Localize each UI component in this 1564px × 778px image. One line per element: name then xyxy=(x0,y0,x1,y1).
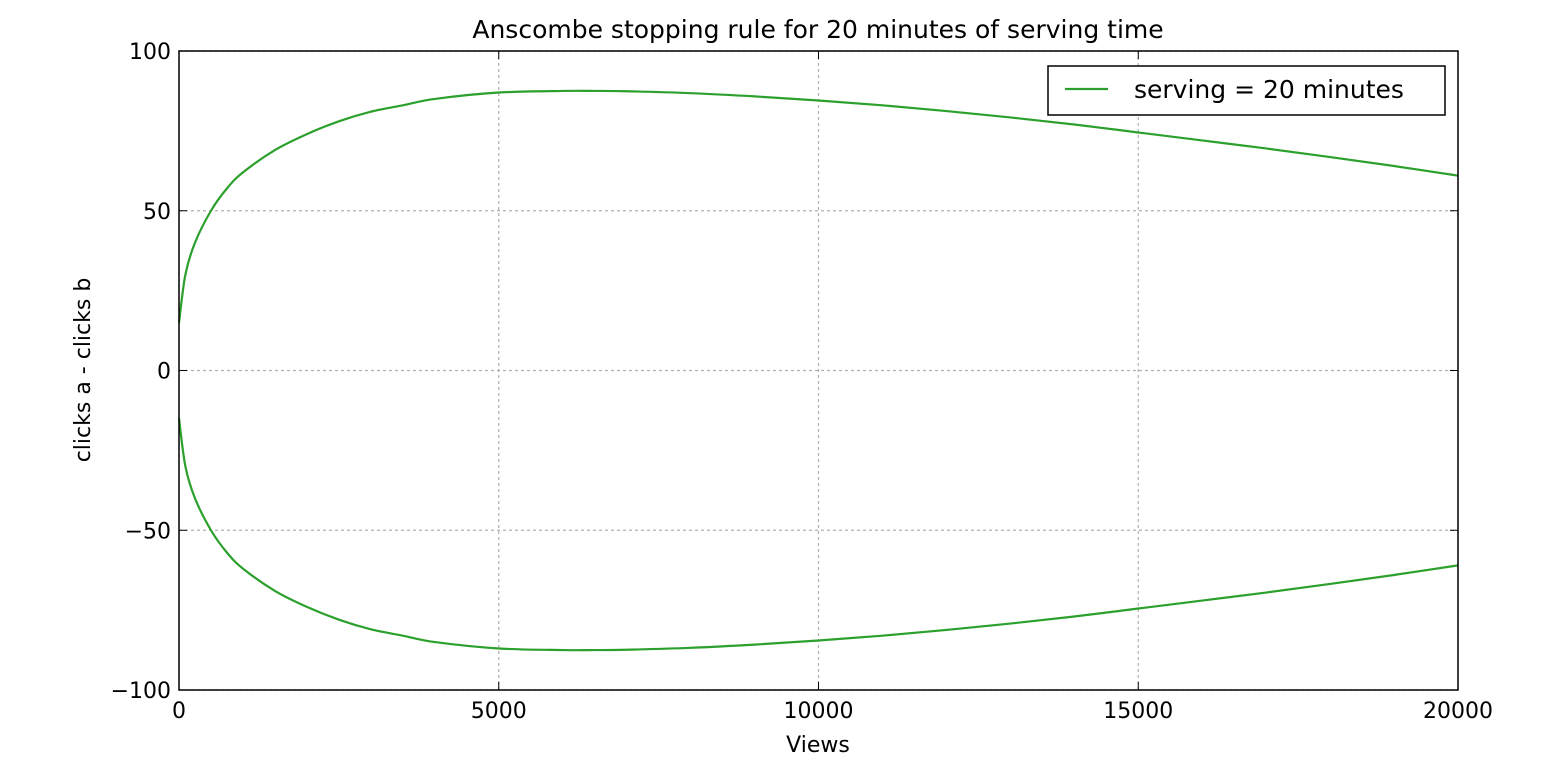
y-tick-label: −50 xyxy=(125,519,171,544)
series-line-lower xyxy=(177,418,1459,652)
y-tick-label: −100 xyxy=(111,679,171,704)
x-tick-label: 15000 xyxy=(1103,699,1173,724)
x-axis-label: Views xyxy=(786,733,850,758)
legend-entry-label: serving = 20 minutes xyxy=(1134,75,1404,104)
x-tick-label: 0 xyxy=(172,699,186,724)
series-line-upper xyxy=(177,89,1459,323)
y-tick-label: 50 xyxy=(143,200,171,225)
y-axis-label: clicks a - clicks b xyxy=(71,278,96,463)
ticks: 0 5000 10000 15000 20000 −100 −50 0 50 100 xyxy=(111,40,1493,724)
chart-title: Anscombe stopping rule for 20 minutes of… xyxy=(472,15,1163,44)
grid xyxy=(178,50,1459,691)
legend: serving = 20 minutes xyxy=(1047,65,1446,116)
y-tick-label: 100 xyxy=(129,40,171,65)
legend-box xyxy=(1047,65,1446,116)
series-layer xyxy=(177,89,1459,652)
x-tick-label: 5000 xyxy=(471,699,527,724)
x-tick-label: 20000 xyxy=(1423,699,1493,724)
y-tick-label: 0 xyxy=(157,360,171,385)
x-tick-label: 10000 xyxy=(784,699,854,724)
